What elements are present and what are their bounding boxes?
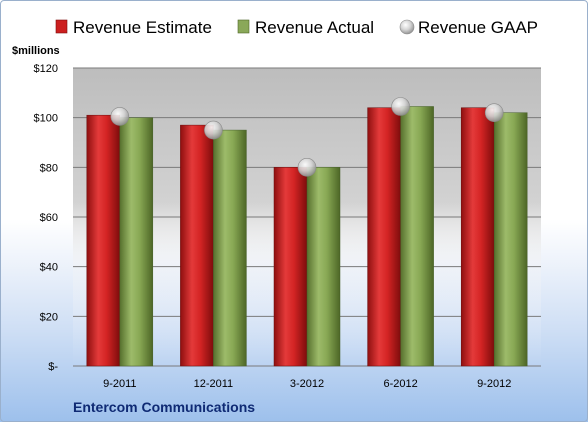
legend-label: Revenue Actual — [255, 18, 374, 37]
bars — [86, 106, 528, 367]
bar-revenue-actual — [493, 112, 528, 367]
marker-revenue-gaap — [297, 158, 317, 177]
y-tick-label: $- — [48, 361, 58, 373]
x-tick-label: 12-2011 — [194, 378, 234, 390]
marker-revenue-gaap — [484, 103, 504, 122]
x-tick-label: 9-2012 — [477, 378, 511, 390]
bar-revenue-estimate — [367, 107, 401, 367]
legend-label: Revenue Estimate — [73, 18, 212, 37]
marker-revenue-gaap — [110, 107, 130, 126]
gaap-markers — [110, 97, 504, 177]
bar-revenue-actual — [400, 106, 434, 367]
bar-revenue-actual — [306, 167, 341, 367]
y-tick-label: $80 — [40, 162, 58, 174]
x-tick-label: 3-2012 — [290, 378, 324, 390]
marker-revenue-gaap — [204, 120, 223, 140]
unit-label: $millions — [12, 45, 60, 57]
marker-revenue-gaap — [391, 97, 410, 116]
bar-revenue-estimate — [86, 114, 121, 367]
company-name: Entercom Communications — [73, 399, 255, 415]
y-axis: $- $20 $40 $60 $80 $100 $120 — [34, 63, 59, 373]
y-tick-label: $100 — [34, 113, 58, 125]
legend-swatch-gaap — [399, 19, 415, 35]
legend: Revenue Estimate Revenue Actual Revenue GA… — [55, 18, 538, 37]
bar-revenue-estimate — [460, 107, 495, 367]
y-tick-label: $40 — [40, 262, 58, 274]
x-axis: 9-2011 12-2011 3-2012 6-2012 9-2012 — [103, 378, 511, 390]
legend-swatch-estimate — [55, 19, 68, 34]
y-tick-label: $120 — [34, 63, 58, 75]
legend-swatch-actual — [237, 19, 250, 34]
bar-revenue-actual — [119, 117, 154, 367]
y-tick-label: $60 — [40, 212, 58, 224]
bar-revenue-actual — [213, 129, 247, 367]
x-tick-label: 6-2012 — [383, 378, 417, 390]
legend-label: Revenue GAAP — [418, 18, 538, 37]
bar-revenue-estimate — [180, 124, 214, 367]
bar-revenue-estimate — [273, 167, 308, 367]
x-tick-label: 9-2011 — [103, 378, 136, 390]
y-tick-label: $20 — [40, 311, 58, 323]
